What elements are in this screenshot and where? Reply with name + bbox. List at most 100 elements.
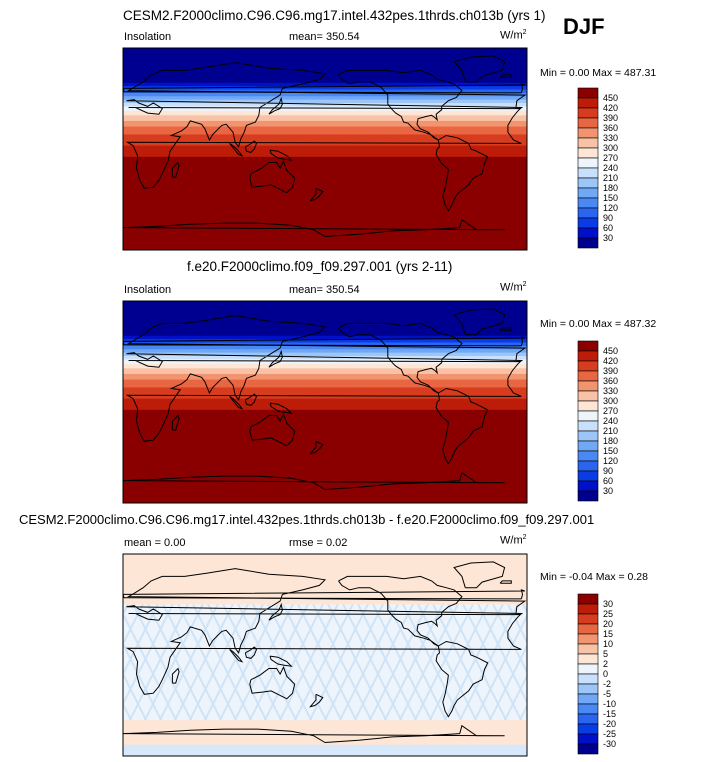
zonal-band: [123, 50, 527, 52]
zonal-band: [123, 98, 527, 101]
zonal-band: [123, 223, 527, 225]
coastline: [674, 403, 695, 413]
zonal-band: [123, 78, 527, 80]
colorbar-box: [577, 97, 599, 109]
zonal-band: [123, 307, 527, 310]
zonal-band: [123, 89, 527, 92]
colorbar-label: 360: [603, 123, 618, 133]
colorbar-label: 420: [603, 356, 618, 366]
zonal-band: [123, 154, 527, 157]
zonal-band: [123, 109, 527, 112]
zonal-band: [123, 421, 527, 423]
zonal-band: [123, 303, 527, 305]
coastline: [125, 315, 527, 442]
zonal-band: [123, 132, 527, 134]
zonal-band: [123, 126, 527, 129]
zonal-band: [123, 96, 527, 98]
zonal-band: [123, 492, 527, 495]
panel-2-left-label: Insolation: [124, 284, 172, 296]
zonal-band: [123, 418, 527, 421]
zonal-band: [123, 382, 527, 385]
zonal-band: [123, 100, 527, 103]
coastline: [435, 134, 489, 212]
zonal-band: [123, 412, 527, 414]
coastline: [171, 161, 180, 178]
zonal-band: [123, 94, 527, 96]
zonal-band: [123, 74, 527, 77]
zonal-band: [123, 189, 527, 191]
coastline: [338, 69, 463, 141]
zonal-band: [123, 469, 527, 471]
zonal-band: [123, 371, 527, 374]
colorbar-box: [577, 197, 599, 209]
colorbar-label: -2: [603, 679, 611, 689]
zonal-band: [123, 329, 527, 331]
zonal-band: [123, 237, 527, 240]
coastline: [123, 724, 505, 743]
colorbar-box: [577, 723, 599, 735]
colorbar-label: 150: [603, 446, 618, 456]
coastline: [96, 75, 107, 77]
zonal-band: [123, 208, 527, 210]
colorbar-label: -15: [603, 709, 616, 719]
zonal-band: [123, 246, 527, 249]
zonal-band: [123, 496, 527, 498]
zonal-band: [123, 465, 527, 468]
colorbar-box: [577, 460, 599, 472]
panel-2-colorbar: 4504203903603303002702402101801501209060…: [577, 340, 618, 502]
colorbar-box: [577, 633, 599, 645]
zonal-band: [123, 161, 527, 163]
coastline: [309, 187, 324, 202]
zonal-band: [123, 197, 527, 199]
zonal-band: [123, 302, 527, 304]
colorbar-label: 60: [603, 476, 613, 486]
zonal-band: [123, 445, 527, 448]
zonal-band: [123, 225, 527, 227]
zonal-band: [123, 446, 527, 449]
colorbar-box: [577, 743, 599, 755]
zonal-band: [123, 124, 527, 126]
zonal-band: [123, 65, 527, 68]
coastline: [0, 590, 121, 599]
zonal-band: [123, 364, 527, 367]
colorbar-label: 0: [603, 669, 608, 679]
zonal-band: [123, 309, 527, 312]
zonal-band: [123, 327, 527, 330]
coastline: [123, 218, 505, 237]
zonal-band: [123, 238, 527, 241]
colorbar-box: [577, 350, 599, 362]
zonal-band: [123, 400, 527, 403]
zonal-band: [123, 178, 527, 180]
zonal-band: [123, 312, 527, 314]
colorbar-label: 90: [603, 213, 613, 223]
zonal-band: [123, 69, 527, 71]
zonal-band: [123, 430, 527, 432]
zonal-band: [123, 217, 527, 219]
colorbar-box: [577, 370, 599, 382]
zonal-band: [123, 326, 527, 329]
zonal-band: [123, 166, 527, 169]
colorbar-box: [577, 87, 599, 99]
zonal-band: [123, 470, 527, 472]
zonal-band: [123, 489, 527, 492]
zonal-band: [123, 486, 527, 488]
season-label: DJF: [563, 14, 605, 39]
coastline: [526, 87, 527, 91]
zonal-band: [123, 62, 527, 65]
zonal-band: [123, 351, 527, 354]
zonal-band: [123, 359, 527, 361]
zonal-band: [123, 170, 527, 172]
zonal-band: [123, 499, 527, 502]
coastline: [125, 568, 527, 695]
zonal-band: [123, 481, 527, 484]
coastline: [268, 349, 283, 368]
zonal-band: [123, 368, 527, 370]
zonal-band: [123, 90, 527, 93]
zonal-band: [123, 442, 527, 444]
colorbar-label: 270: [603, 153, 618, 163]
zonal-band: [123, 458, 527, 460]
zonal-band: [123, 415, 527, 417]
coastline: [244, 140, 258, 153]
coastline: [0, 316, 121, 442]
zonal-band: [123, 417, 527, 420]
